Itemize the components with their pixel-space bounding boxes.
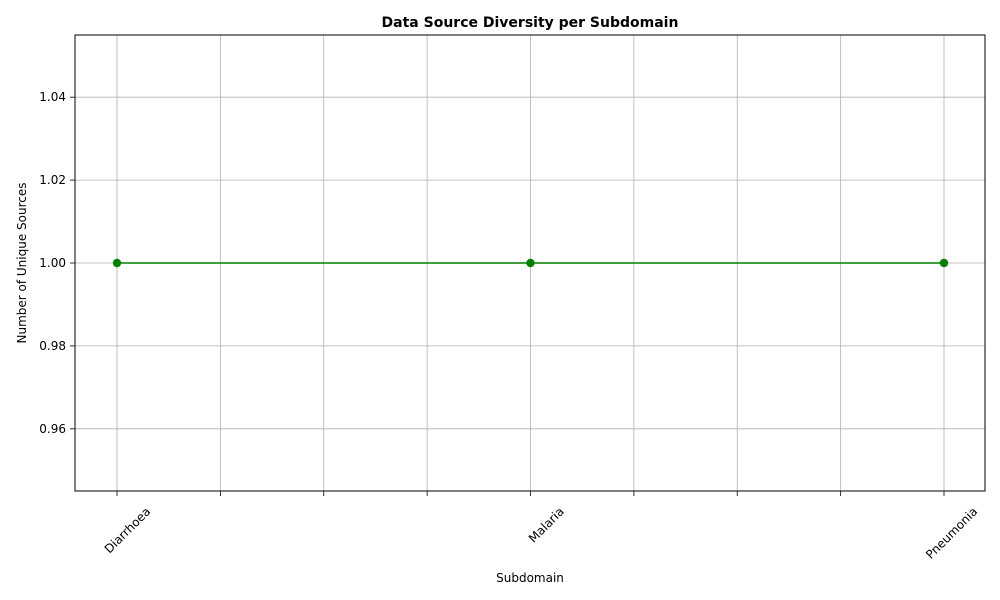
y-tick-label: 1.00 <box>39 256 66 270</box>
data-point <box>112 258 122 268</box>
data-point <box>939 258 949 268</box>
y-tick-label: 0.96 <box>39 422 66 436</box>
y-tick-label: 1.04 <box>39 90 66 104</box>
y-tick-label: 1.02 <box>39 173 66 187</box>
data-series <box>112 258 949 268</box>
y-tick-label: 0.98 <box>39 339 66 353</box>
x-axis-label: Subdomain <box>496 571 564 585</box>
data-point <box>526 258 535 268</box>
y-axis-label: Number of Unique Sources <box>15 182 29 343</box>
chart-title: Data Source Diversity per Subdomain <box>382 15 679 31</box>
